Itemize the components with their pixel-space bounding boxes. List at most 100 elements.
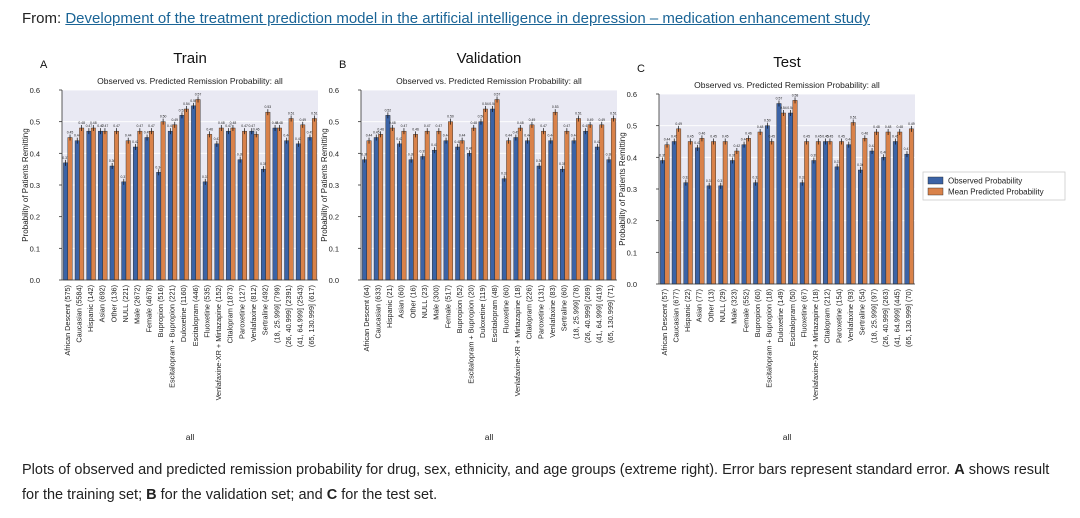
bar-predicted (769, 141, 775, 285)
bar-observed (295, 143, 301, 281)
caption-text-3: for the validation set; and (160, 487, 323, 503)
data-label: 0.50 (447, 115, 454, 119)
x-tick-label: Duloxetine (149) (776, 289, 785, 343)
data-label: 0.49 (598, 118, 605, 122)
source-prefix: From: (22, 10, 62, 27)
x-tick-label: Caucasian (5584) (74, 285, 83, 343)
legend-swatch-predicted (927, 187, 944, 196)
bar-predicted (311, 118, 317, 281)
bar-observed (397, 143, 402, 281)
bar-predicted (413, 134, 418, 281)
bar-observed (362, 159, 368, 281)
x-tick-label: Hispanic (142) (86, 285, 95, 332)
data-label: 0.54 (482, 102, 489, 106)
data-label: 0.41 (904, 147, 911, 151)
bar-predicted (265, 111, 271, 281)
data-label: 0.45 (513, 131, 520, 135)
data-label: 0.46 (745, 131, 752, 135)
bar-observed (432, 149, 437, 281)
figure: A Train Observed vs. Predicted Remission P… (21, 50, 1066, 442)
x-tick-label: (65, 130.999] (71) (606, 285, 615, 343)
data-label: 0.44 (125, 134, 132, 138)
data-label: 0.39 (729, 154, 736, 158)
bar-predicted (102, 130, 108, 281)
bar-observed (385, 115, 391, 281)
data-label: 0.43 (396, 137, 403, 141)
x-tick-label: (41, 64.999] (445) (893, 289, 902, 347)
data-label: 0.51 (288, 112, 295, 116)
bar-predicted (862, 138, 868, 285)
bar-predicted (79, 127, 85, 281)
data-label: 0.53 (265, 105, 272, 109)
data-label: 0.36 (536, 159, 543, 163)
bar-predicted (587, 124, 593, 281)
data-label: 0.47 (241, 124, 248, 128)
data-label: 0.47 (564, 124, 571, 128)
bar-predicted (300, 124, 306, 281)
bar-observed (536, 165, 542, 281)
bar-predicted (780, 112, 786, 285)
data-label: 0.47 (167, 124, 174, 128)
data-label: 0.50 (160, 115, 167, 119)
bar-predicted (424, 130, 430, 281)
bar-predicted (874, 131, 879, 285)
data-label: 0.48 (470, 121, 477, 125)
data-label: 0.44 (459, 134, 466, 138)
bar-predicted (552, 111, 558, 281)
data-label: 0.48 (276, 121, 283, 125)
bar-predicted (897, 131, 903, 285)
bar-observed (466, 153, 472, 281)
bar-observed (167, 130, 173, 281)
data-label: 0.42 (454, 140, 461, 144)
x-tick-label: Hispanic (22) (683, 289, 692, 332)
data-label: 0.44 (283, 134, 290, 138)
bar-observed (202, 181, 208, 281)
bar-observed (121, 181, 127, 281)
bar-observed (307, 137, 313, 281)
panel-letter: B (339, 59, 346, 71)
bar-observed (548, 140, 554, 281)
bar-predicted (576, 118, 581, 281)
bar-observed (513, 137, 519, 281)
x-tick-label: (26, 40.999] (263) (881, 289, 890, 347)
bar-predicted (792, 100, 798, 285)
bar-observed (788, 112, 794, 285)
data-label: 0.31 (202, 175, 209, 179)
data-label: 0.39 (659, 154, 666, 158)
data-label: 0.45 (827, 135, 834, 139)
x-tick-label: Male (300) (432, 285, 441, 320)
data-label: 0.48 (873, 125, 880, 129)
data-label: 0.48 (757, 125, 764, 129)
y-tick-label: 0.5 (30, 118, 40, 127)
x-tick-label: (18, 25.999] (78) (571, 285, 580, 339)
bar-predicted (687, 141, 693, 285)
legend-swatch-observed (927, 176, 944, 185)
data-label: 0.39 (811, 154, 818, 158)
data-label: 0.36 (109, 159, 116, 163)
data-label: 0.47 (436, 124, 443, 128)
bar-predicted (757, 131, 763, 285)
x-tick-label: Male (2672) (133, 285, 142, 324)
bar-predicted (230, 127, 236, 281)
source-article-link[interactable]: Development of the treatment prediction … (65, 10, 870, 27)
data-label: 0.50 (478, 115, 485, 119)
data-label: 0.44 (505, 134, 512, 138)
bar-predicted (827, 141, 833, 285)
bar-observed (109, 165, 115, 281)
bar-predicted (288, 118, 294, 281)
x-tick-label: Sertraline (492) (261, 285, 270, 335)
x-tick-label: (26, 40.999] (269) (583, 285, 592, 343)
x-tick-label: (18, 25.999] (97) (869, 289, 878, 343)
data-label: 0.46 (699, 131, 706, 135)
x-tick-label: NULL (29) (718, 289, 727, 322)
data-label: 0.52 (179, 108, 186, 112)
bar-observed (74, 140, 80, 281)
data-label: 0.42 (594, 140, 601, 144)
x-axis-label: all (783, 432, 792, 442)
caption-text-4: for the test set. (341, 487, 438, 503)
caption-panel-b: B (146, 487, 157, 503)
data-label: 0.44 (524, 134, 531, 138)
data-label: 0.49 (675, 122, 682, 126)
bar-observed (606, 159, 612, 281)
data-label: 0.31 (120, 175, 127, 179)
